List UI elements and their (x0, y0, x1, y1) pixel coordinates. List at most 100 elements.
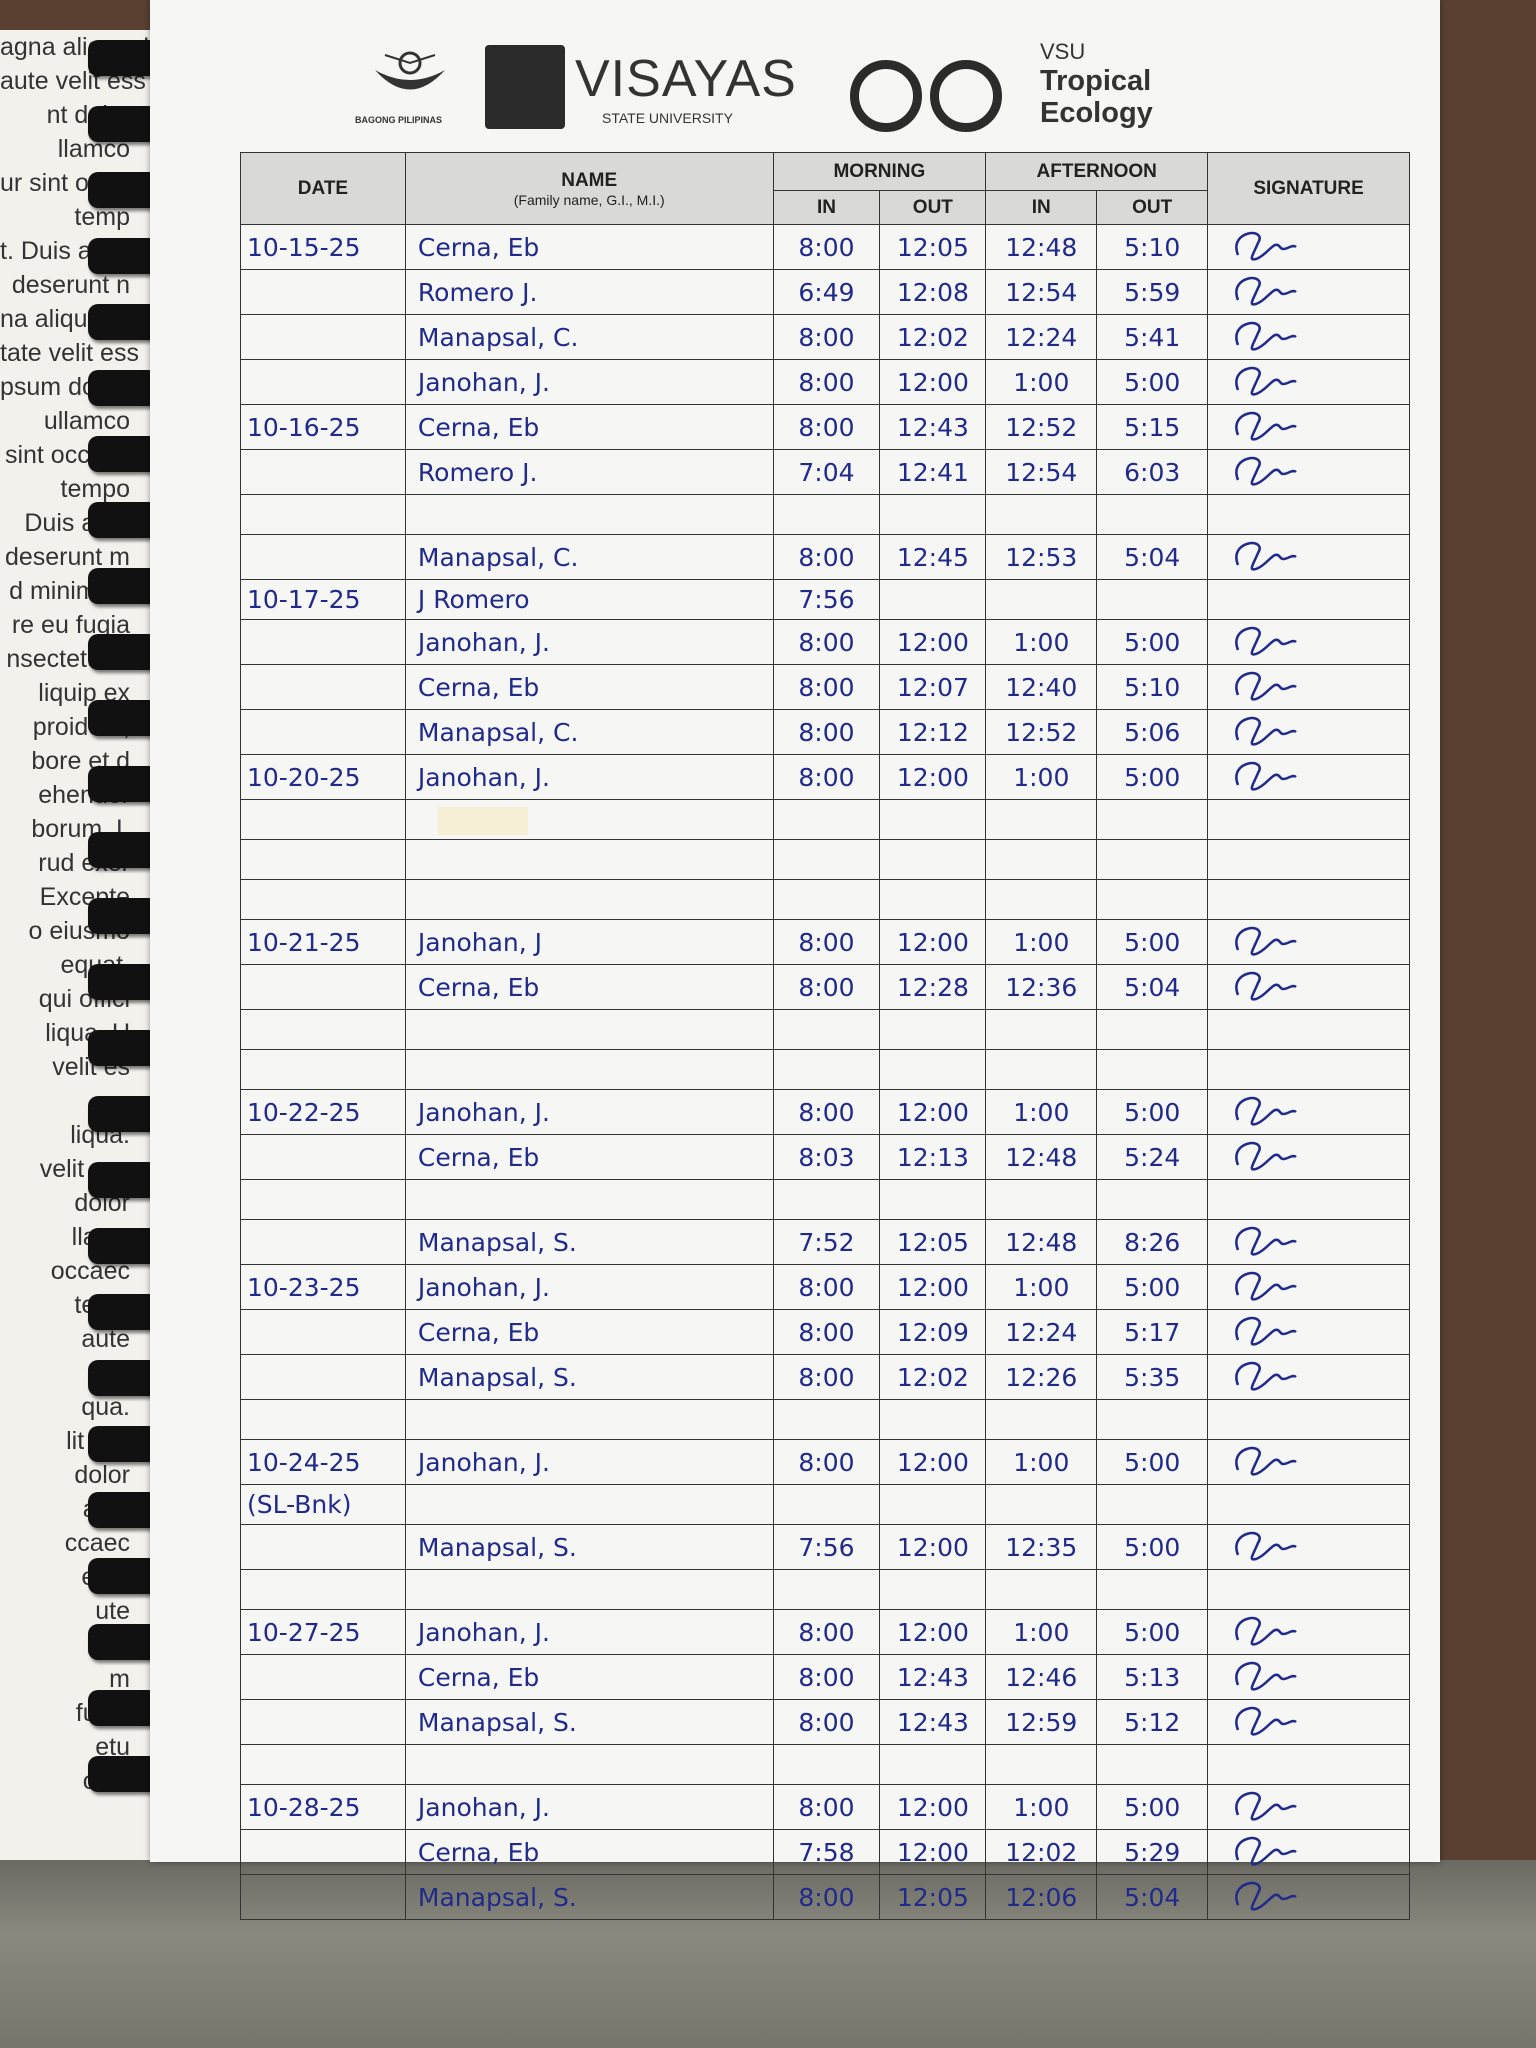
signature-scribble-icon (1235, 1226, 1298, 1256)
row-name: J Romero (404, 579, 774, 620)
row-afternoon-out: 5:04 (1096, 1874, 1209, 1920)
row-afternoon-out: 6:03 (1096, 449, 1209, 495)
row-morning-out: 12:00 (879, 1089, 987, 1135)
table-row (240, 1049, 1410, 1090)
row-date (240, 964, 406, 1010)
row-date (240, 1399, 406, 1440)
header-name-label: NAME (561, 169, 618, 191)
row-morning-in: 8:00 (772, 1309, 881, 1355)
row-afternoon-out (1096, 1399, 1209, 1440)
table-row (240, 494, 1410, 535)
row-afternoon-out (1096, 839, 1209, 880)
row-name: Manapsal, S. (404, 1219, 774, 1265)
row-date (240, 1009, 406, 1050)
masking-tape (437, 806, 528, 835)
row-date (240, 1874, 406, 1920)
vsu-emblem-icon (485, 45, 565, 129)
row-afternoon-out (1096, 579, 1209, 620)
row-date: 10-28-25 (240, 1784, 406, 1830)
header-morning-in: IN (772, 190, 881, 225)
row-date: 10-17-25 (240, 579, 406, 620)
row-afternoon-out: 5:15 (1096, 404, 1209, 450)
table-row: Cerna, Eb 8:03 12:13 12:48 5:24 (240, 1134, 1410, 1180)
row-date (240, 1569, 406, 1610)
row-afternoon-out (1096, 1179, 1209, 1220)
dept-tropical: Tropical (1040, 65, 1152, 97)
signature-scribble-icon (1235, 971, 1298, 1001)
row-morning-out (879, 1179, 987, 1220)
table-row: Cerna, Eb 8:00 12:07 12:40 5:10 (240, 664, 1410, 710)
row-morning-out (879, 1399, 987, 1440)
row-morning-out: 12:28 (879, 964, 987, 1010)
row-date (240, 1524, 406, 1570)
signature-scribble-icon (1235, 1706, 1298, 1736)
row-morning-in: 8:00 (772, 359, 881, 405)
row-date (240, 1134, 406, 1180)
row-signature (1207, 359, 1410, 405)
signature-scribble-icon (1235, 761, 1298, 791)
row-signature (1207, 534, 1410, 580)
row-morning-in (772, 1399, 881, 1440)
left-page-line: ullamco (43, 407, 130, 435)
row-morning-out: 12:13 (879, 1134, 987, 1180)
row-afternoon-in: 1:00 (985, 754, 1098, 800)
row-morning-out: 12:02 (879, 314, 987, 360)
row-afternoon-out: 5:04 (1096, 534, 1209, 580)
row-morning-out: 12:00 (879, 1439, 987, 1485)
table-row (240, 1009, 1410, 1050)
left-page-line: m (109, 1665, 130, 1693)
row-name: Manapsal, C. (404, 709, 774, 755)
signature-scribble-icon (1235, 1141, 1298, 1171)
row-afternoon-out: 5:13 (1096, 1654, 1209, 1700)
row-morning-in: 8:00 (772, 1354, 881, 1400)
row-afternoon-out: 5:00 (1096, 1264, 1209, 1310)
row-signature (1207, 494, 1410, 535)
row-date: 10-15-25 (240, 224, 406, 270)
row-afternoon-in: 1:00 (985, 1609, 1098, 1655)
row-morning-out: 12:05 (879, 1219, 987, 1265)
row-afternoon-in (985, 1744, 1098, 1785)
row-afternoon-out: 5:35 (1096, 1354, 1209, 1400)
row-date: 10-23-25 (240, 1264, 406, 1310)
row-morning-in (772, 1049, 881, 1090)
signature-scribble-icon (1235, 1836, 1298, 1866)
row-afternoon-in: 12:54 (985, 449, 1098, 495)
row-name (404, 1179, 774, 1220)
row-name (404, 1049, 774, 1090)
signature-scribble-icon (1235, 1316, 1298, 1346)
left-page-line: tempo (60, 475, 130, 503)
row-name: Cerna, Eb (404, 1134, 774, 1180)
row-signature (1207, 1699, 1410, 1745)
row-signature (1207, 619, 1410, 665)
table-row: 10-28-25 Janohan, J. 8:00 12:00 1:00 5:00 (240, 1784, 1410, 1830)
row-morning-in: 8:00 (772, 1439, 881, 1485)
row-signature (1207, 579, 1410, 620)
seal-icon (850, 60, 922, 132)
row-afternoon-in (985, 494, 1098, 535)
row-morning-in: 8:00 (772, 1609, 881, 1655)
row-signature (1207, 1524, 1410, 1570)
row-morning-out: 12:00 (879, 619, 987, 665)
row-name (404, 839, 774, 880)
row-morning-in (772, 799, 881, 840)
dept-ecology: Ecology (1040, 97, 1153, 129)
row-morning-in: 8:00 (772, 664, 881, 710)
row-name: Cerna, Eb (404, 404, 774, 450)
row-afternoon-in: 1:00 (985, 1439, 1098, 1485)
row-afternoon-in: 1:00 (985, 1089, 1098, 1135)
signature-scribble-icon (1235, 1616, 1298, 1646)
row-afternoon-out: 5:00 (1096, 1089, 1209, 1135)
row-date (240, 879, 406, 920)
bagong-pilipinas-caption: BAGONG PILIPINAS (355, 115, 443, 125)
row-afternoon-out (1096, 1009, 1209, 1050)
row-date: 10-20-25 (240, 754, 406, 800)
row-morning-in (772, 1179, 881, 1220)
row-signature (1207, 269, 1410, 315)
header-afternoon-out: OUT (1096, 190, 1209, 225)
row-morning-out: 12:05 (879, 1874, 987, 1920)
row-date (240, 1699, 406, 1745)
row-afternoon-in (985, 1049, 1098, 1090)
row-morning-out: 12:00 (879, 1264, 987, 1310)
signature-scribble-icon (1235, 1661, 1298, 1691)
row-morning-in: 7:58 (772, 1829, 881, 1875)
